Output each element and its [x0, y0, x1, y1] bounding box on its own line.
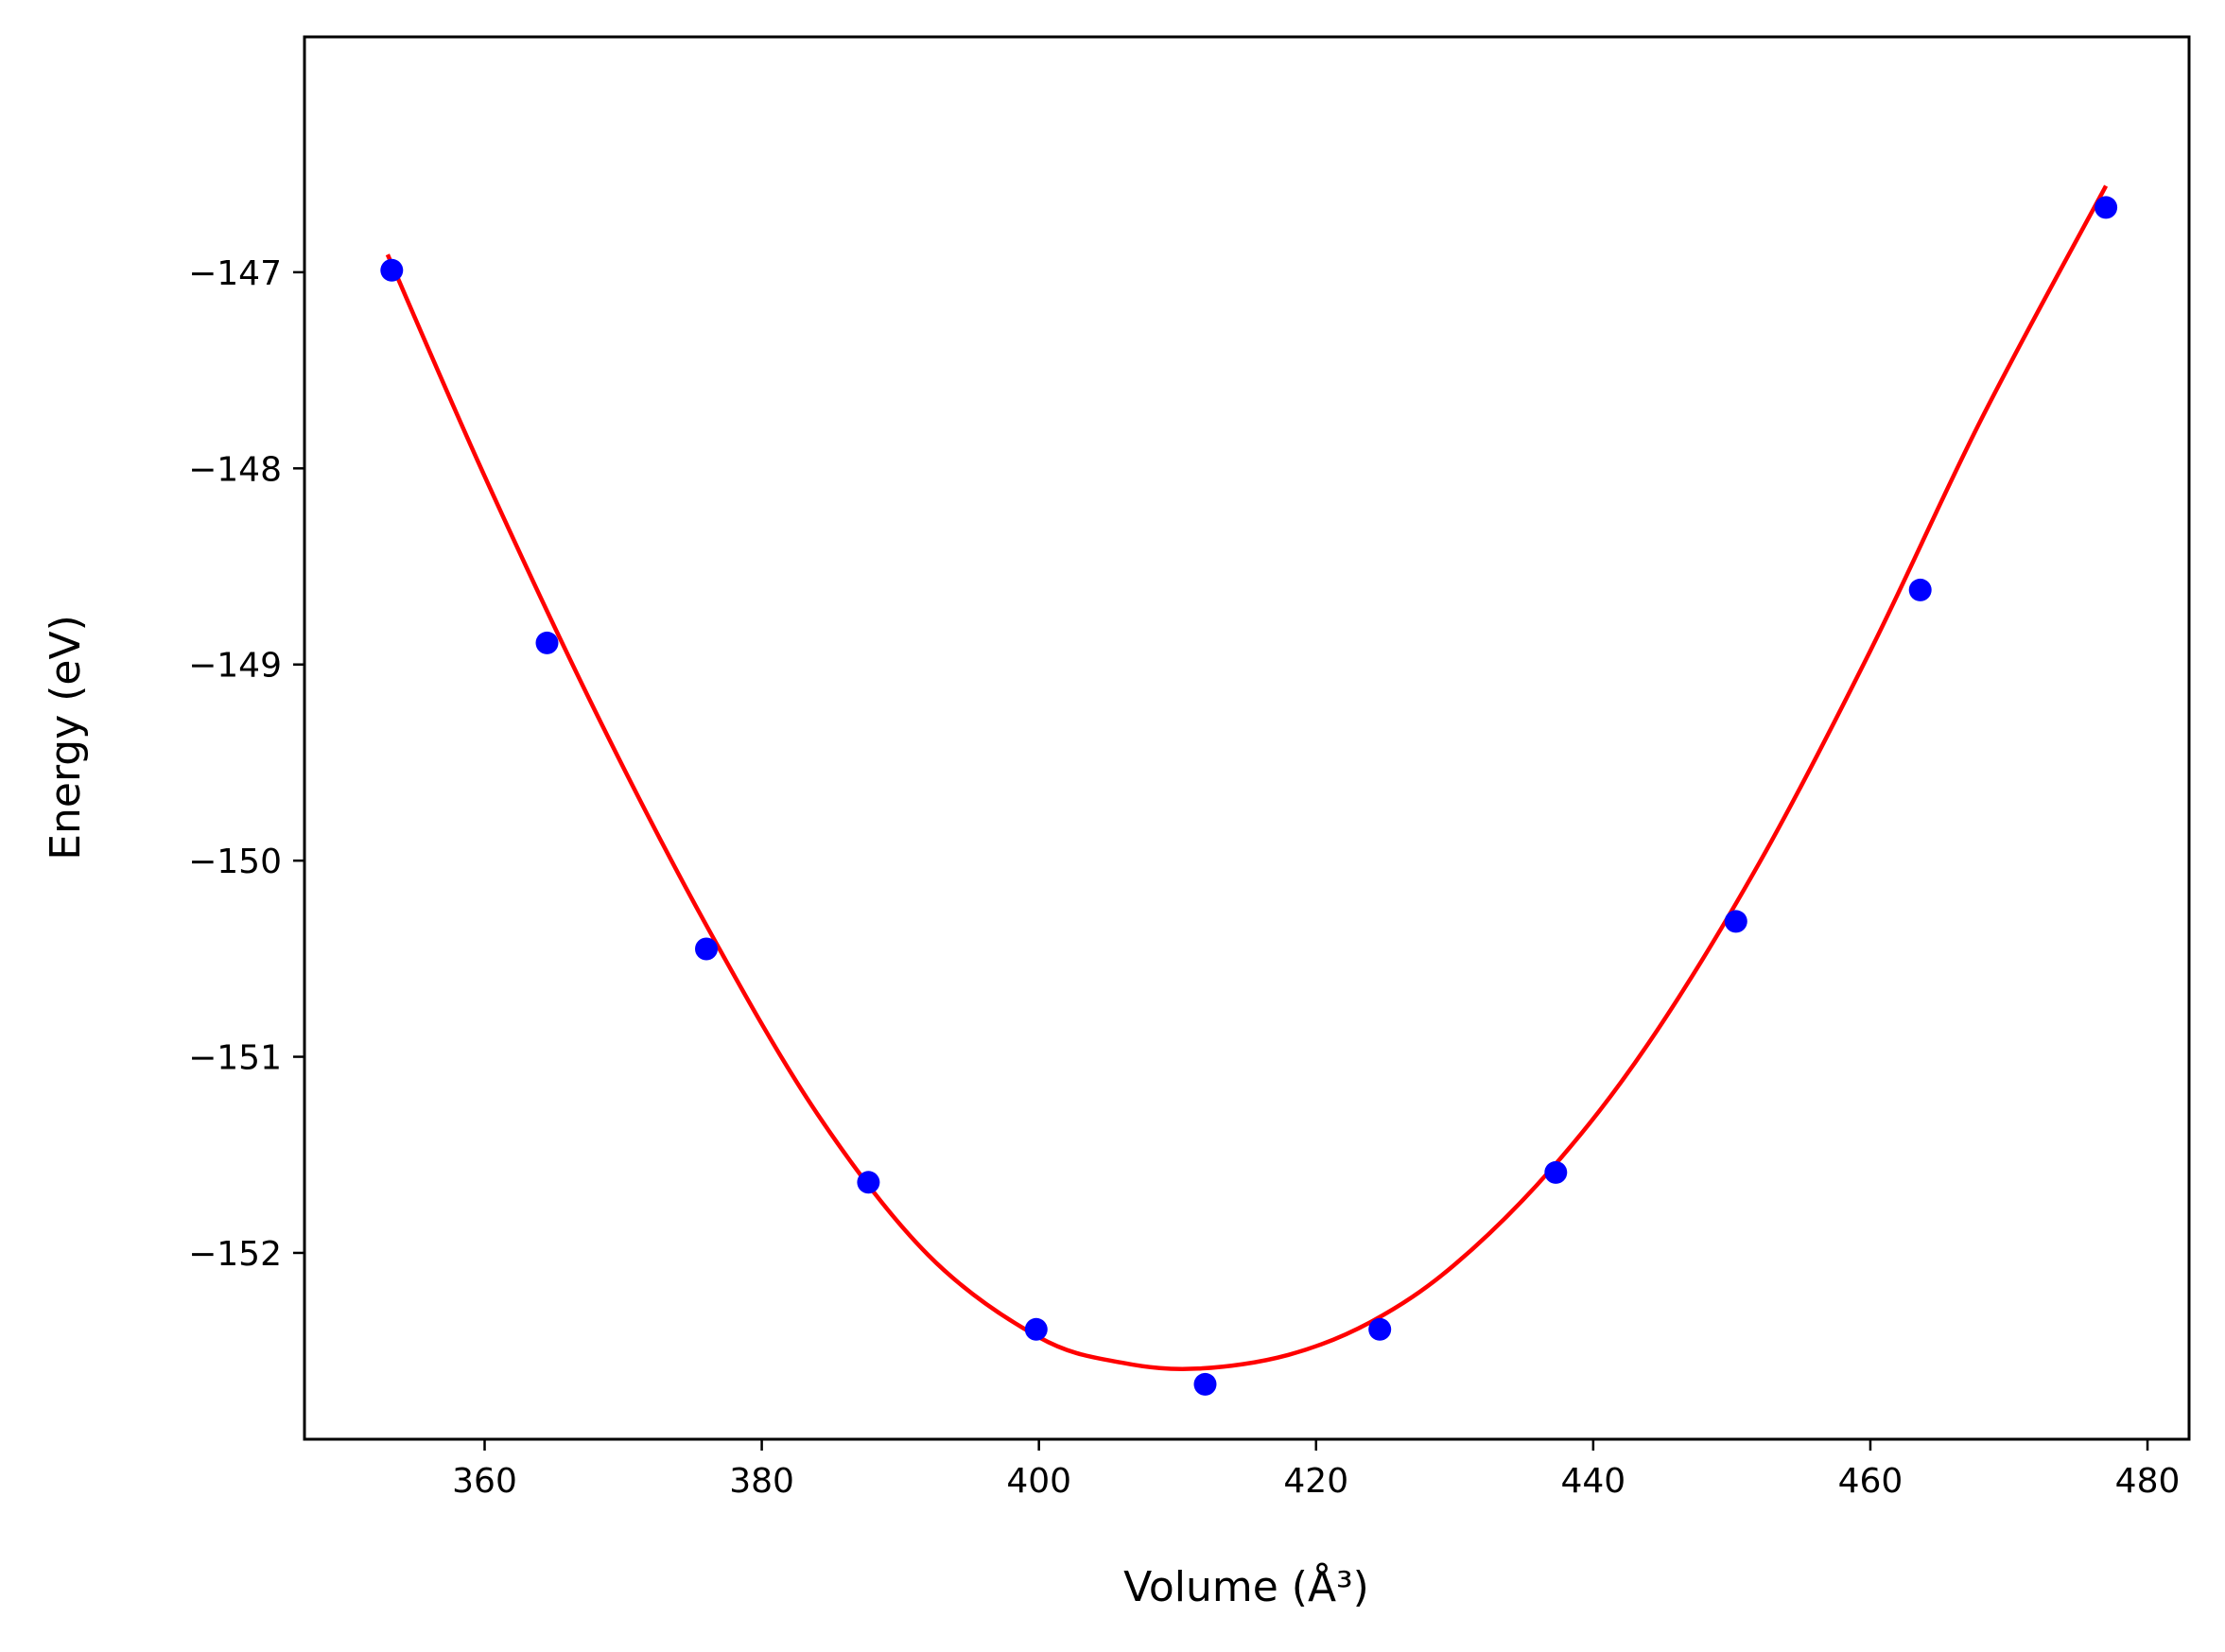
plot-area: [303, 35, 2191, 1441]
data-point: [857, 1171, 880, 1194]
data-point: [1724, 910, 1747, 933]
data-point: [1544, 1160, 1568, 1184]
y-axis: −147 −148 −149 −150 −151 −152: [188, 254, 304, 1274]
x-axis-label: Volume (Å³): [1123, 1561, 1369, 1611]
x-tick-label: 460: [1838, 1462, 1903, 1501]
fit-curve: [385, 184, 2109, 1371]
y-axis-label: Energy (eV): [42, 615, 90, 861]
data-point: [1368, 1317, 1392, 1341]
x-tick-label: 400: [1006, 1462, 1071, 1501]
y-tick-label: −152: [188, 1235, 282, 1274]
data-points-layer: [380, 196, 2118, 1396]
data-point: [695, 937, 718, 961]
x-axis: 360 380 400 420 440 460 480: [452, 1439, 2180, 1501]
data-point: [535, 631, 559, 654]
data-point: [1908, 578, 1932, 601]
fit-curve-layer: [385, 184, 2109, 1371]
x-tick-label: 360: [452, 1462, 517, 1501]
x-tick-label: 440: [1561, 1462, 1626, 1501]
x-tick-label: 420: [1283, 1462, 1348, 1501]
data-point: [2095, 196, 2118, 219]
data-point: [1024, 1317, 1048, 1341]
data-point: [380, 258, 404, 282]
y-tick-label: −150: [188, 843, 282, 881]
y-tick-label: −148: [188, 450, 282, 489]
y-tick-label: −149: [188, 647, 282, 686]
x-tick-label: 480: [2115, 1462, 2181, 1501]
y-tick-label: −147: [188, 254, 282, 293]
data-point: [1193, 1372, 1217, 1396]
x-tick-label: 380: [729, 1462, 794, 1501]
y-tick-label: −151: [188, 1039, 282, 1078]
